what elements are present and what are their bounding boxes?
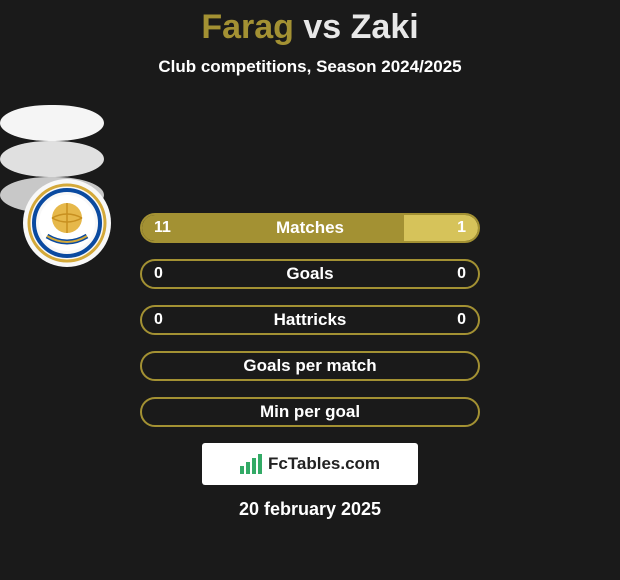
vs-separator: vs xyxy=(303,8,341,46)
bar-label: Hattricks xyxy=(142,307,478,333)
footer-date: 20 february 2025 xyxy=(0,499,620,520)
bar-label: Matches xyxy=(142,215,478,241)
bar-value-right: 0 xyxy=(457,261,466,287)
brand-text: FcTables.com xyxy=(268,454,380,474)
player1-name: Farag xyxy=(201,8,294,46)
player2-badge-top xyxy=(0,141,104,177)
chart-icon xyxy=(240,454,262,474)
brand-badge: FcTables.com xyxy=(202,443,418,485)
bar-value-left: 11 xyxy=(154,215,171,241)
bar-label: Goals xyxy=(142,261,478,287)
bar-value-left: 0 xyxy=(154,307,163,333)
bar-value-left: 0 xyxy=(154,261,163,287)
bar-value-right: 0 xyxy=(457,307,466,333)
stat-bar: Matches111 xyxy=(140,213,480,243)
player2-name: Zaki xyxy=(351,8,419,46)
stat-bar: Goals per match xyxy=(140,351,480,381)
bar-label: Goals per match xyxy=(142,353,478,379)
stat-bar: Goals0 0 xyxy=(140,259,480,289)
stats-bars: Matches111Goals00Hattricks00Goals per ma… xyxy=(140,213,480,427)
bar-label: Min per goal xyxy=(142,399,478,425)
stat-bar: Hattricks0 0 xyxy=(140,305,480,335)
club-logo-icon xyxy=(22,178,112,268)
player1-badge-top xyxy=(0,105,104,141)
bar-value-right: 1 xyxy=(457,215,466,241)
subtitle: Club competitions, Season 2024/2025 xyxy=(0,57,620,77)
comparison-title: Farag vs Zaki xyxy=(0,8,620,47)
stat-bar: Min per goal xyxy=(140,397,480,427)
